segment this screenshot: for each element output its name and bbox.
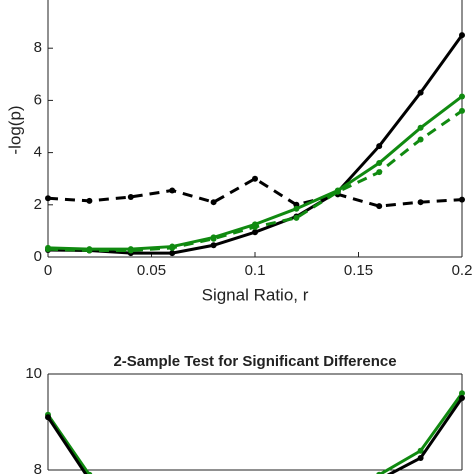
data-point [210, 235, 217, 242]
series-line [46, 392, 464, 474]
data-point [376, 143, 383, 150]
data-point [127, 247, 134, 254]
data-point [459, 196, 465, 203]
y-tick-label: 0 [34, 248, 42, 265]
data-point [459, 32, 465, 39]
data-point [169, 187, 176, 194]
y-tick-label: 8 [34, 461, 42, 474]
data-point [417, 89, 424, 96]
data-point [127, 193, 134, 200]
data-point [169, 244, 176, 251]
x-tick-label: 0 [44, 262, 52, 279]
data-point [417, 199, 424, 206]
y-tick-label: 10 [25, 0, 42, 4]
chart-title: 2-Sample Test for Significant Difference [113, 353, 396, 370]
data-point [86, 247, 93, 254]
data-point [293, 214, 300, 221]
y-tick-label: 2 [34, 196, 42, 213]
data-point [334, 188, 341, 195]
plot-area [45, 32, 465, 257]
data-point [210, 199, 217, 206]
data-point [210, 242, 217, 249]
data-point [417, 136, 424, 143]
y-tick-label: 4 [34, 144, 42, 161]
data-point [417, 447, 424, 454]
x-tick-label: 0.2 [452, 262, 473, 279]
y-tick-label: 6 [34, 91, 42, 108]
data-point [459, 107, 465, 114]
data-point [459, 93, 465, 100]
data-point [417, 124, 424, 131]
x-tick-label: 0.05 [137, 262, 166, 279]
data-point [376, 160, 383, 167]
data-point [376, 203, 383, 210]
x-tick-label: 0.1 [245, 262, 266, 279]
data-point [86, 197, 93, 204]
data-point [252, 229, 258, 236]
plot-area [45, 390, 465, 474]
data-point [459, 390, 465, 397]
data-point [252, 175, 258, 182]
data-point [86, 471, 93, 474]
x-tick-label: 0.15 [344, 262, 373, 279]
data-point [252, 223, 258, 230]
x-axis-label: Signal Ratio, r [202, 285, 309, 304]
data-point [45, 195, 51, 202]
data-point [293, 205, 300, 212]
y-tick-label: 8 [34, 39, 42, 56]
data-point [376, 169, 383, 176]
data-point [45, 246, 51, 253]
y-tick-label: 10 [25, 365, 42, 382]
series-line [47, 176, 463, 208]
y-axis-label: -log(p) [5, 105, 24, 154]
data-point [417, 455, 424, 461]
data-point [459, 395, 465, 401]
data-point [376, 471, 383, 474]
data-point [169, 250, 176, 257]
data-point [45, 414, 51, 421]
